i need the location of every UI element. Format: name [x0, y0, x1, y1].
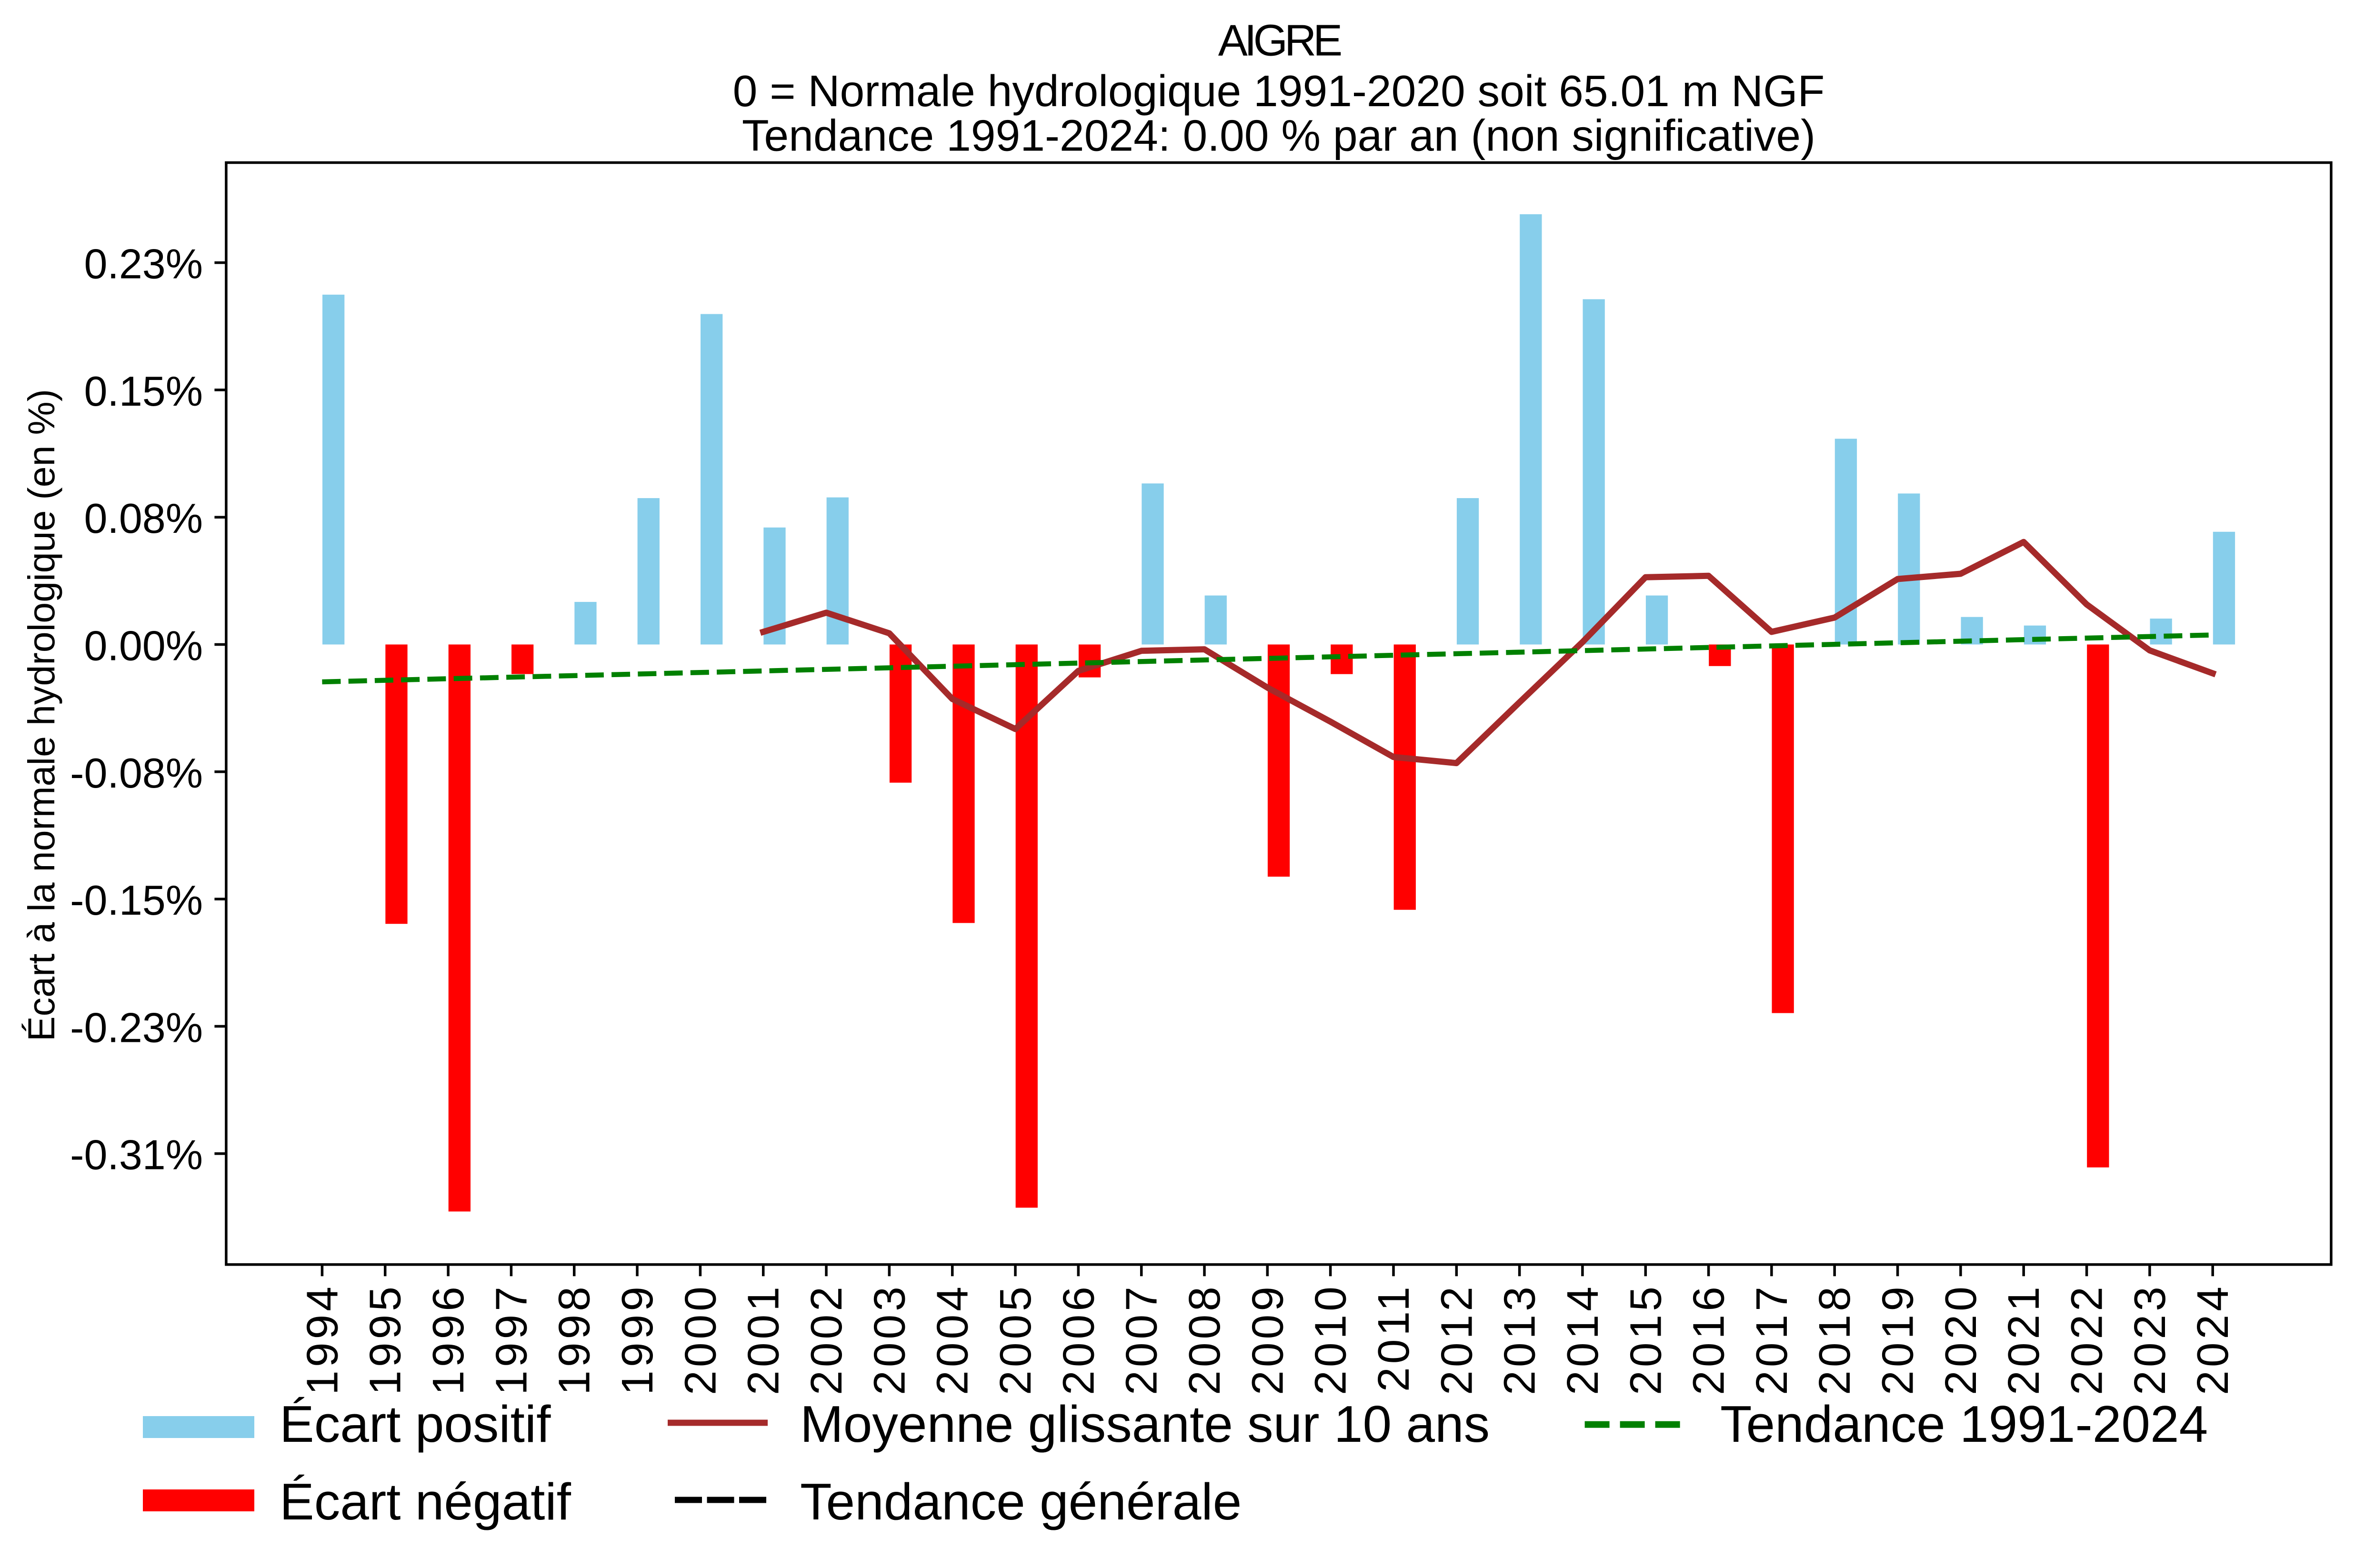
svg-text:-0.23%: -0.23%	[70, 1004, 203, 1051]
svg-text:0 = Normale hydrologique 1991-: 0 = Normale hydrologique 1991-2020 soit …	[733, 66, 1825, 116]
svg-text:2016: 2016	[1684, 1283, 1734, 1395]
svg-text:2014: 2014	[1558, 1283, 1607, 1395]
svg-text:Tendance 1991-2024: Tendance 1991-2024	[1720, 1395, 2208, 1453]
svg-text:2000: 2000	[675, 1283, 725, 1395]
svg-text:2013: 2013	[1495, 1283, 1544, 1395]
svg-text:2022: 2022	[2062, 1283, 2112, 1395]
svg-text:2009: 2009	[1243, 1283, 1292, 1395]
svg-text:1995: 1995	[361, 1283, 410, 1395]
svg-text:2001: 2001	[739, 1283, 788, 1395]
svg-text:0.23%: 0.23%	[84, 240, 203, 288]
svg-text:2005: 2005	[991, 1283, 1040, 1395]
svg-text:2008: 2008	[1180, 1283, 1229, 1395]
svg-text:Tendance générale: Tendance générale	[800, 1473, 1242, 1531]
svg-text:1996: 1996	[423, 1283, 473, 1395]
svg-text:2002: 2002	[802, 1283, 851, 1395]
svg-text:2020: 2020	[1936, 1283, 1985, 1395]
svg-text:1997: 1997	[486, 1283, 536, 1395]
svg-text:0.00%: 0.00%	[84, 622, 203, 669]
svg-text:Écart négatif: Écart négatif	[280, 1473, 571, 1531]
svg-text:2007: 2007	[1117, 1283, 1166, 1395]
svg-text:2015: 2015	[1621, 1283, 1670, 1395]
svg-text:1994: 1994	[297, 1283, 347, 1395]
svg-text:Tendance 1991-2024: 0.00 % par: Tendance 1991-2024: 0.00 % par an (non s…	[742, 110, 1815, 160]
svg-text:2004: 2004	[928, 1283, 977, 1395]
svg-text:2019: 2019	[1873, 1283, 1923, 1395]
svg-text:2021: 2021	[1999, 1283, 2048, 1395]
svg-text:2017: 2017	[1747, 1283, 1796, 1395]
svg-text:-0.31%: -0.31%	[70, 1131, 203, 1178]
svg-text:2003: 2003	[864, 1283, 914, 1395]
svg-text:-0.15%: -0.15%	[70, 877, 203, 924]
svg-text:Écart positif: Écart positif	[280, 1395, 551, 1453]
svg-text:0.08%: 0.08%	[84, 495, 203, 542]
svg-text:2023: 2023	[2125, 1283, 2175, 1395]
svg-text:-0.08%: -0.08%	[70, 749, 203, 797]
svg-text:2012: 2012	[1432, 1283, 1481, 1395]
svg-text:1998: 1998	[550, 1283, 599, 1395]
svg-text:2006: 2006	[1053, 1283, 1103, 1395]
svg-text:2010: 2010	[1306, 1283, 1355, 1395]
svg-text:0.15%: 0.15%	[84, 368, 203, 415]
svg-text:2018: 2018	[1810, 1283, 1859, 1395]
svg-text:Moyenne glissante sur 10 ans: Moyenne glissante sur 10 ans	[800, 1395, 1490, 1453]
svg-text:Écart à la normale hydrologiqu: Écart à la normale hydrologique (en %)	[20, 389, 62, 1041]
svg-text:AIGRE: AIGRE	[1218, 15, 1341, 65]
svg-text:1999: 1999	[612, 1283, 662, 1395]
svg-text:2024: 2024	[2188, 1283, 2237, 1395]
svg-text:2011: 2011	[1369, 1283, 1418, 1392]
